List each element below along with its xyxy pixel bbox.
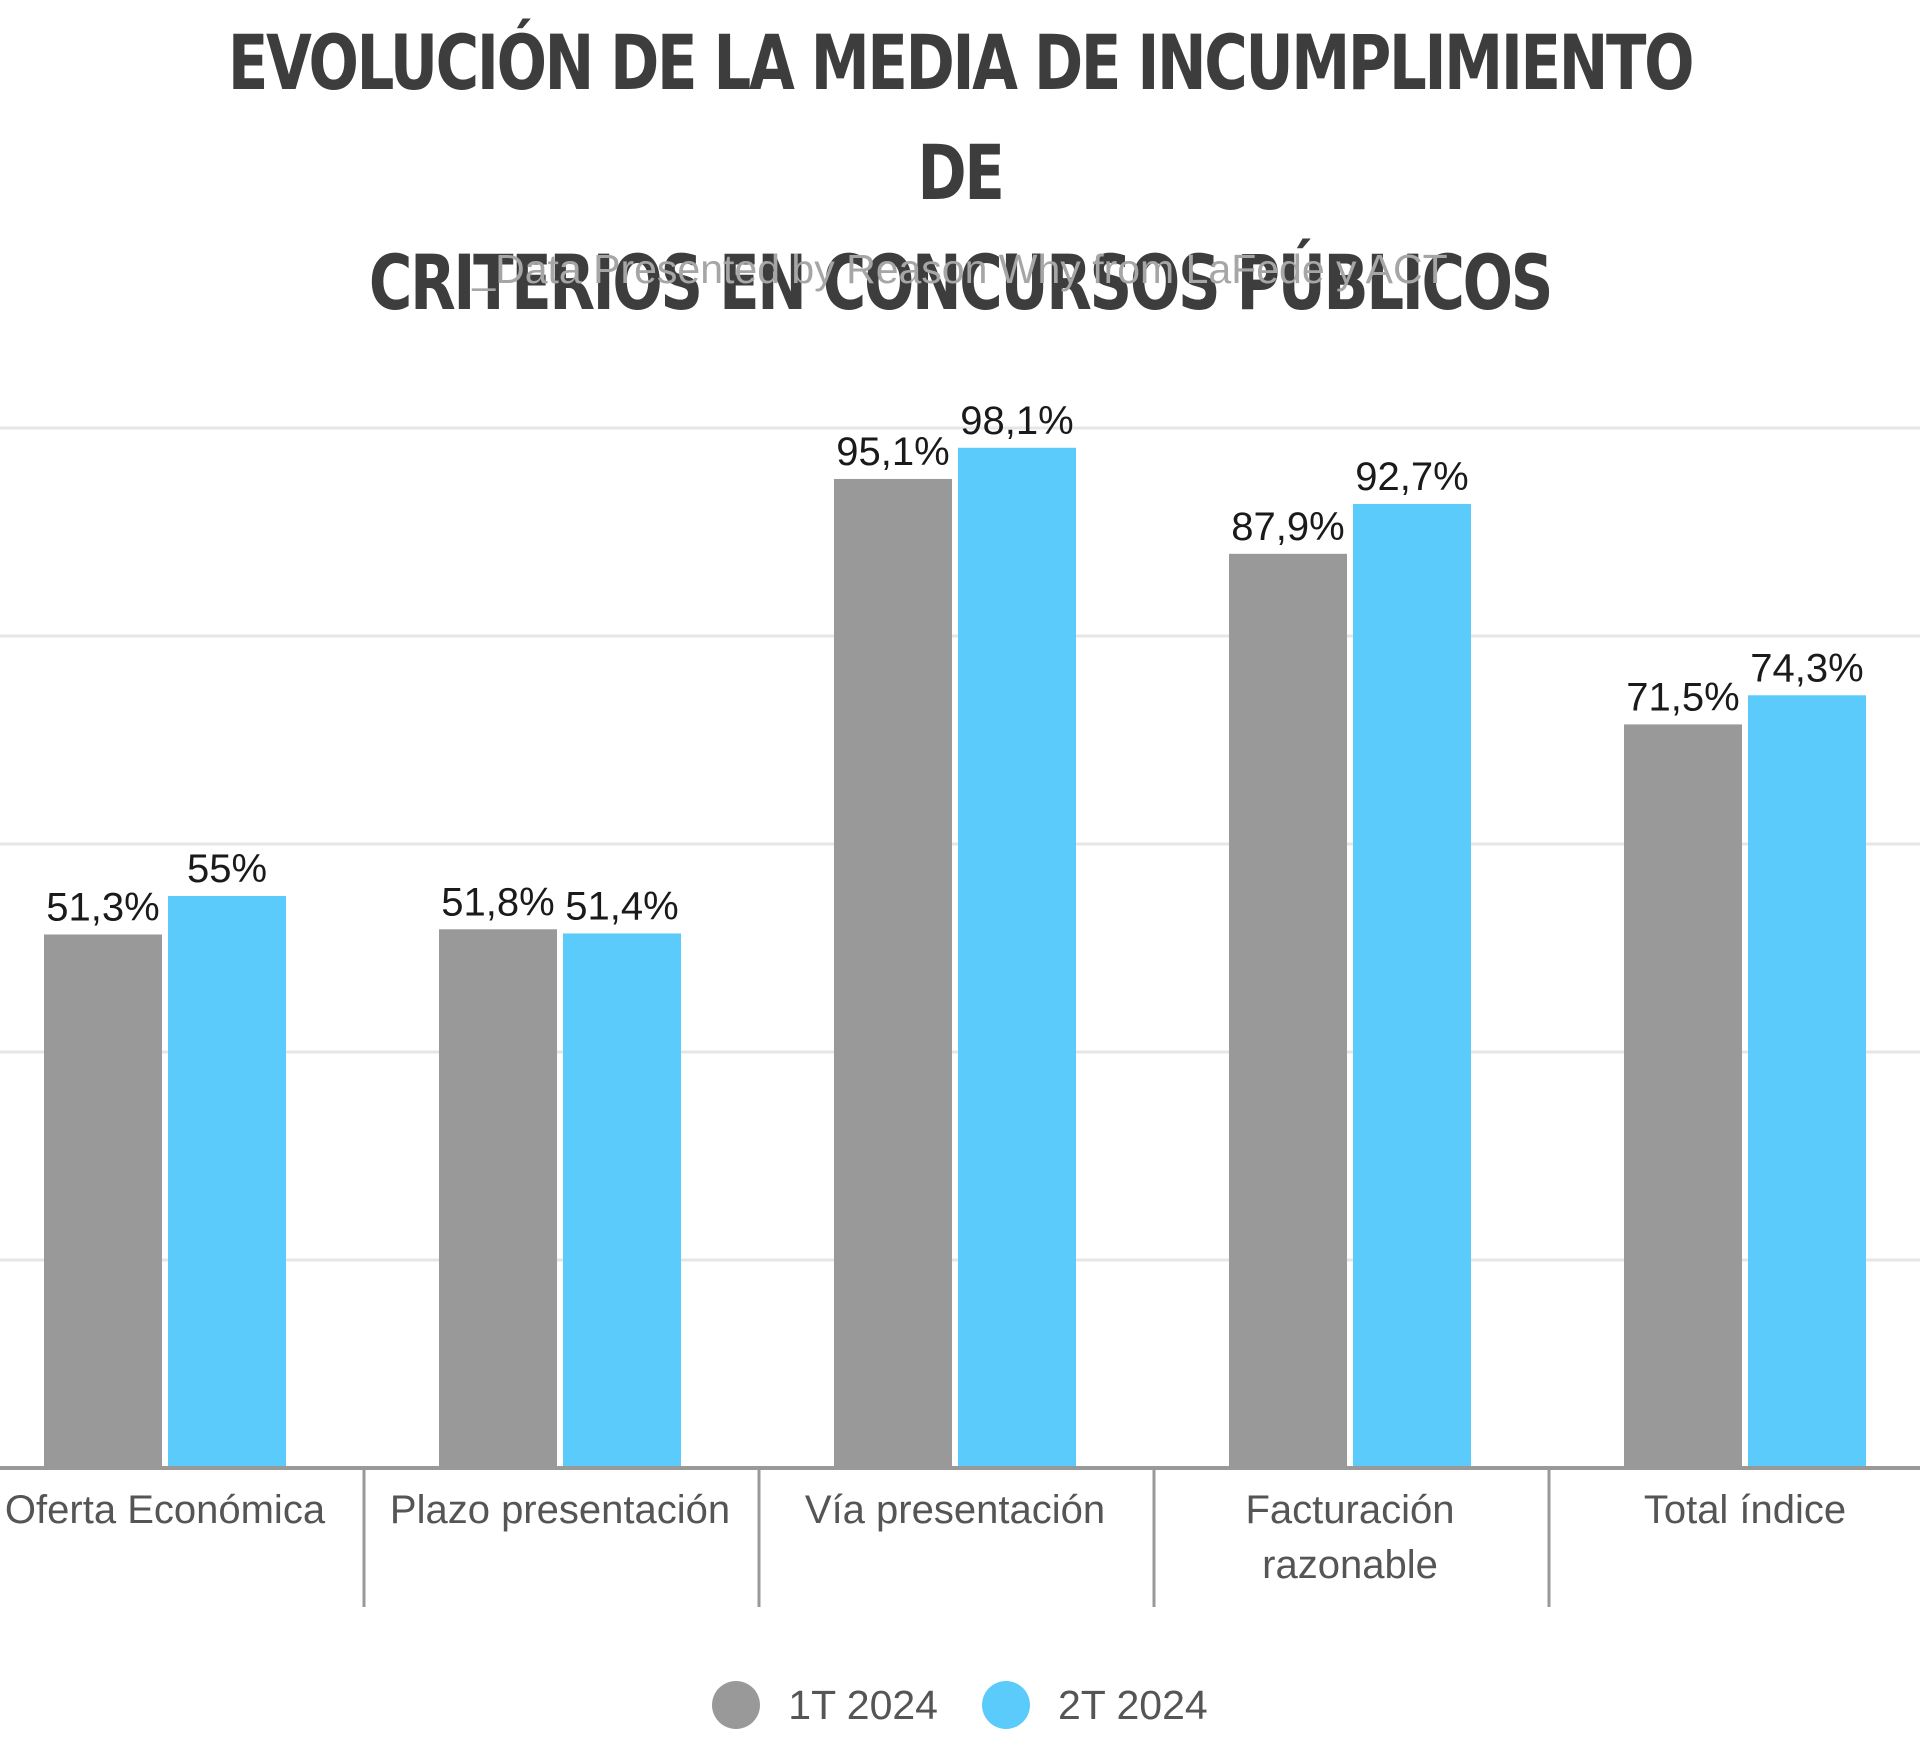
category-label-3: Vía presentación: [805, 1488, 1105, 1532]
data-label-2-5: 74,3%: [1750, 646, 1863, 690]
bar-2-4: [1353, 503, 1471, 1468]
chart-title: EVOLUCIÓN DE LA MEDIA DE INCUMPLIMIENTO …: [211, 8, 1709, 338]
category-label-2: Plazo presentación: [390, 1488, 730, 1532]
data-label-2-3: 98,1%: [960, 399, 1073, 443]
data-label-2-4: 92,7%: [1355, 455, 1468, 499]
legend-swatch-series-2: [982, 1681, 1030, 1729]
bar-2-3: [958, 447, 1076, 1468]
bar-2-1: [168, 896, 286, 1468]
legend-label-series-1: 1T 2024: [788, 1681, 938, 1728]
data-label-2-1: 55%: [187, 847, 267, 891]
data-label-1-4: 87,9%: [1231, 505, 1344, 549]
data-label-1-3: 95,1%: [836, 430, 949, 474]
legend-item-series-1: 1T 2024: [712, 1681, 938, 1729]
bar-1-1: [44, 934, 162, 1468]
data-label-2-2: 51,4%: [565, 884, 678, 928]
legend-item-series-2: 2T 2024: [982, 1681, 1208, 1729]
legend-swatch-series-1: [712, 1681, 761, 1729]
category-label-5: Total índice: [1644, 1488, 1846, 1532]
legend: 1T 2024 2T 2024: [0, 1678, 1920, 1732]
legend-label-series-2: 2T 2024: [1058, 1681, 1208, 1728]
chart-title-line-1: EVOLUCIÓN DE LA MEDIA DE INCUMPLIMIENTO …: [227, 18, 1695, 217]
data-label-1-1: 51,3%: [46, 885, 159, 929]
chart-title-line-2: CRITERIOS EN CONCURSOS PÚBLICOS: [368, 238, 1554, 327]
category-label-1: Oferta Económica: [5, 1488, 326, 1532]
chart-subtitle: _Data Presented by Reason Why from LaFed…: [472, 246, 1448, 292]
bar-1-2: [439, 929, 557, 1468]
data-label-1-2: 51,8%: [441, 880, 554, 924]
data-label-1-5: 71,5%: [1626, 675, 1739, 719]
bar-1-4: [1229, 553, 1347, 1468]
bar-1-5: [1624, 724, 1742, 1468]
bar-2-2: [563, 933, 681, 1468]
bar-1-3: [834, 478, 952, 1469]
category-label-4-line-1: Facturación: [1246, 1488, 1455, 1532]
category-label-4-line-2: razonable: [1262, 1543, 1438, 1587]
bar-2-5: [1748, 695, 1866, 1468]
